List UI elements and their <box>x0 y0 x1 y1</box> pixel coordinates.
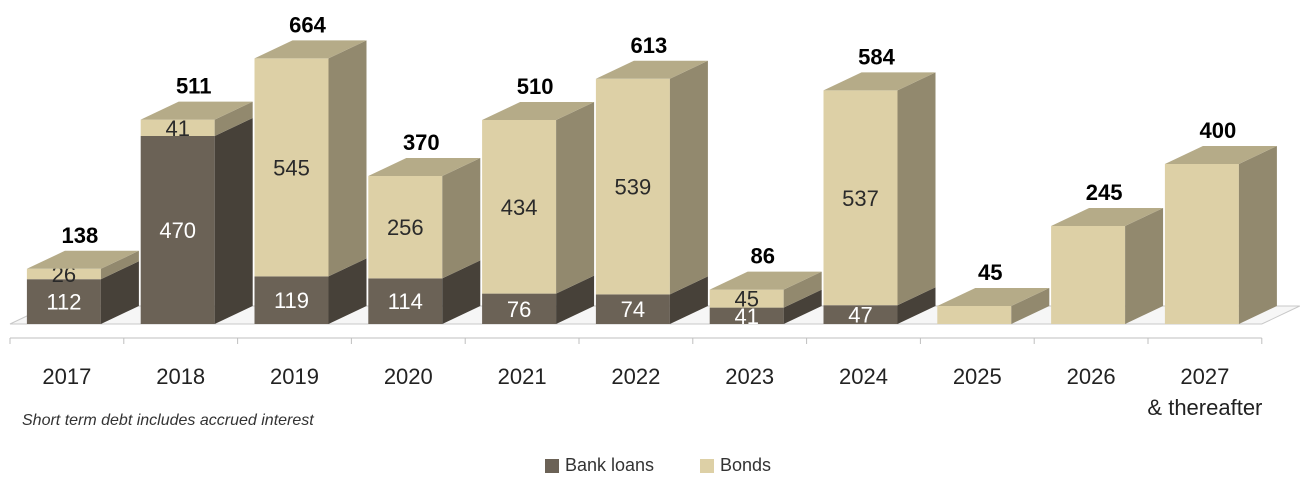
bar-label-bonds-2020: 256 <box>387 215 424 240</box>
bar-bank-loans-2021 <box>482 293 557 324</box>
bar-label-bonds-2018: 41 <box>165 116 189 141</box>
legend: Bank loans Bonds <box>0 455 1316 476</box>
total-label-2025: 45 <box>978 260 1002 285</box>
bar-bonds-2025 <box>937 306 1012 324</box>
x-tick-label-2023: 2023 <box>725 364 774 389</box>
bar-side-bonds-2019 <box>328 40 367 277</box>
bar-label-bank-loans-2022: 74 <box>621 297 645 322</box>
bar-bonds-2021 <box>482 120 557 294</box>
bar-label-bonds-2023: 45 <box>734 287 758 312</box>
bar-side-bonds-2027 <box>1238 146 1277 324</box>
bar-side-bank-loans-2018 <box>214 118 253 324</box>
bar-label-bank-loans-2024: 47 <box>848 303 872 328</box>
total-label-2020: 370 <box>403 130 440 155</box>
bar-bonds-2018 <box>140 119 215 136</box>
total-label-2027: 400 <box>1200 118 1237 143</box>
bar-top-2026 <box>1051 208 1164 226</box>
bar-top-2019 <box>254 40 367 59</box>
bar-top-2018 <box>140 101 253 120</box>
x-tick-label-2026: 2026 <box>1067 364 1116 389</box>
bar-label-bank-loans-2017: 112 <box>46 290 81 315</box>
total-label-2018: 511 <box>176 74 212 99</box>
bar-side-bonds-2018 <box>214 101 253 136</box>
bar-bonds-2022 <box>595 78 670 295</box>
legend-item-bank-loans: Bank loans <box>544 455 654 476</box>
bar-side-bonds-2020 <box>442 158 481 279</box>
bar-side-bank-loans-2019 <box>328 258 367 324</box>
bar-label-bank-loans-2019: 119 <box>274 288 309 313</box>
bar-top-2025 <box>937 288 1050 306</box>
total-label-2021: 510 <box>517 74 554 99</box>
bar-label-bonds-2024: 537 <box>842 186 879 211</box>
legend-swatch-bonds <box>700 458 714 473</box>
x-tick-label-2027: & thereafter <box>1147 395 1262 420</box>
bar-label-bank-loans-2023: 41 <box>734 304 758 329</box>
bar-side-bonds-2023 <box>783 271 822 308</box>
legend-label-bank-loans: Bank loans <box>564 455 654 475</box>
bar-label-bonds-2019: 545 <box>273 155 310 180</box>
bar-bonds-2027 <box>1164 164 1239 324</box>
x-tick-label-2021: 2021 <box>498 364 547 389</box>
x-tick-label-2019: 2019 <box>270 364 319 389</box>
bar-bonds-2024 <box>823 90 898 306</box>
bar-bank-loans-2022 <box>595 294 670 324</box>
bar-bonds-2023 <box>709 289 784 308</box>
bar-side-bank-loans-2020 <box>442 260 481 324</box>
bar-bonds-2020 <box>368 176 443 279</box>
bar-label-bank-loans-2018: 470 <box>159 218 196 243</box>
bar-side-bonds-2026 <box>1125 208 1164 324</box>
total-label-2017: 138 <box>62 223 99 248</box>
x-tick-label-2018: 2018 <box>156 364 205 389</box>
bar-side-bonds-2024 <box>897 72 936 306</box>
bar-top-2020 <box>368 158 481 176</box>
bar-top-2024 <box>823 72 936 91</box>
bar-label-bonds-2021: 434 <box>501 195 538 220</box>
bar-side-bonds-2025 <box>1011 288 1050 324</box>
bar-top-2027 <box>1164 146 1277 164</box>
legend-label-bonds: Bonds <box>720 455 772 475</box>
bar-label-bonds-2022: 539 <box>615 175 652 200</box>
x-tick-label-2020: 2020 <box>384 364 433 389</box>
bar-bank-loans-2018 <box>140 136 215 324</box>
bar-side-bank-loans-2021 <box>556 275 595 324</box>
bar-bank-loans-2020 <box>368 278 443 324</box>
footnote: Short term debt includes accrued interes… <box>22 412 314 429</box>
bar-top-2022 <box>595 60 708 79</box>
total-label-2026: 245 <box>1086 180 1123 205</box>
bar-bonds-2017 <box>26 268 101 280</box>
bar-bank-loans-2019 <box>254 276 329 324</box>
total-label-2023: 86 <box>750 244 774 269</box>
bar-top-2017 <box>26 250 139 269</box>
bar-side-bank-loans-2017 <box>100 261 139 324</box>
bar-bank-loans-2023 <box>709 307 784 324</box>
bar-label-bank-loans-2020: 114 <box>388 289 423 314</box>
bar-side-bonds-2017 <box>100 250 139 280</box>
legend-swatch-bank-loans <box>544 458 559 473</box>
x-tick-label-2024: 2024 <box>839 364 888 389</box>
bar-label-bank-loans-2021: 76 <box>507 297 531 322</box>
x-tick-label-2022: 2022 <box>611 364 660 389</box>
bar-bonds-2019 <box>254 58 329 277</box>
bar-side-bonds-2022 <box>669 60 708 295</box>
bar-bonds-2026 <box>1051 226 1126 324</box>
x-tick-label-2017: 2017 <box>42 364 91 389</box>
total-label-2019: 664 <box>289 12 326 37</box>
bar-side-bank-loans-2024 <box>897 287 936 324</box>
total-label-2022: 613 <box>631 33 668 58</box>
bar-side-bonds-2021 <box>556 102 595 294</box>
bar-side-bank-loans-2023 <box>783 289 822 324</box>
total-label-2024: 584 <box>858 44 895 69</box>
bar-side-bank-loans-2022 <box>669 276 708 324</box>
bar-bank-loans-2017 <box>26 279 101 324</box>
x-tick-label-2025: 2025 <box>953 364 1002 389</box>
x-tick-label-2027: 2027 <box>1180 364 1229 389</box>
bar-top-2021 <box>482 102 595 120</box>
bar-top-2023 <box>709 271 822 290</box>
bar-bank-loans-2024 <box>823 305 898 324</box>
legend-item-bonds: Bonds <box>700 455 771 476</box>
debt-maturity-chart: 1122613820174704151120181195456642019114… <box>9 12 1301 420</box>
